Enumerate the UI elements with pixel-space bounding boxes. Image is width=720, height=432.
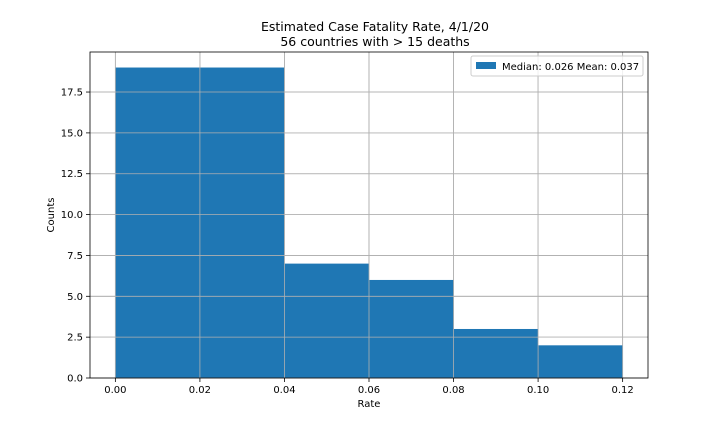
- legend: Median: 0.026 Mean: 0.037: [470, 55, 644, 77]
- histogram-bar-2: [369, 279, 454, 378]
- x-axis-label: Rate: [358, 399, 381, 410]
- y-axis-label: Counts: [46, 198, 57, 233]
- chart-subtitle: 56 countries with > 15 deaths: [280, 34, 469, 49]
- histogram-bar-4: [538, 345, 623, 378]
- y-tick-label: 0.0: [67, 374, 83, 385]
- histogram-bar-3: [453, 328, 539, 378]
- x-tick-label: 0.10: [527, 385, 549, 396]
- y-tick-label: 15.0: [61, 128, 83, 139]
- legend-swatch: [476, 62, 496, 69]
- y-tick-label: 5.0: [67, 292, 83, 303]
- y-tick-label: 10.0: [61, 210, 83, 221]
- histogram-bar-1: [284, 263, 369, 378]
- y-tick-label: 12.5: [61, 169, 83, 180]
- x-tick-label: 0.02: [189, 385, 211, 396]
- x-tick-label: 0.04: [273, 385, 295, 396]
- x-tick-label: 0.08: [442, 385, 464, 396]
- legend-frame: [470, 55, 644, 77]
- chart-title: Estimated Case Fatality Rate, 4/1/20: [261, 19, 489, 34]
- legend-label: Median: 0.026 Mean: 0.037: [502, 62, 639, 73]
- x-tick-label: 0.06: [358, 385, 380, 396]
- x-tick-label: 0.12: [612, 385, 634, 396]
- y-ticks: 0.0 2.5 5.0 7.5 10.0 12.5 15.0 17.5: [61, 88, 90, 385]
- x-ticks: 0.00 0.02 0.04 0.06 0.08 0.10 0.12: [104, 378, 634, 396]
- y-tick-label: 7.5: [67, 251, 83, 262]
- x-tick-label: 0.00: [104, 385, 126, 396]
- y-tick-label: 17.5: [61, 88, 83, 99]
- y-tick-label: 2.5: [67, 333, 83, 344]
